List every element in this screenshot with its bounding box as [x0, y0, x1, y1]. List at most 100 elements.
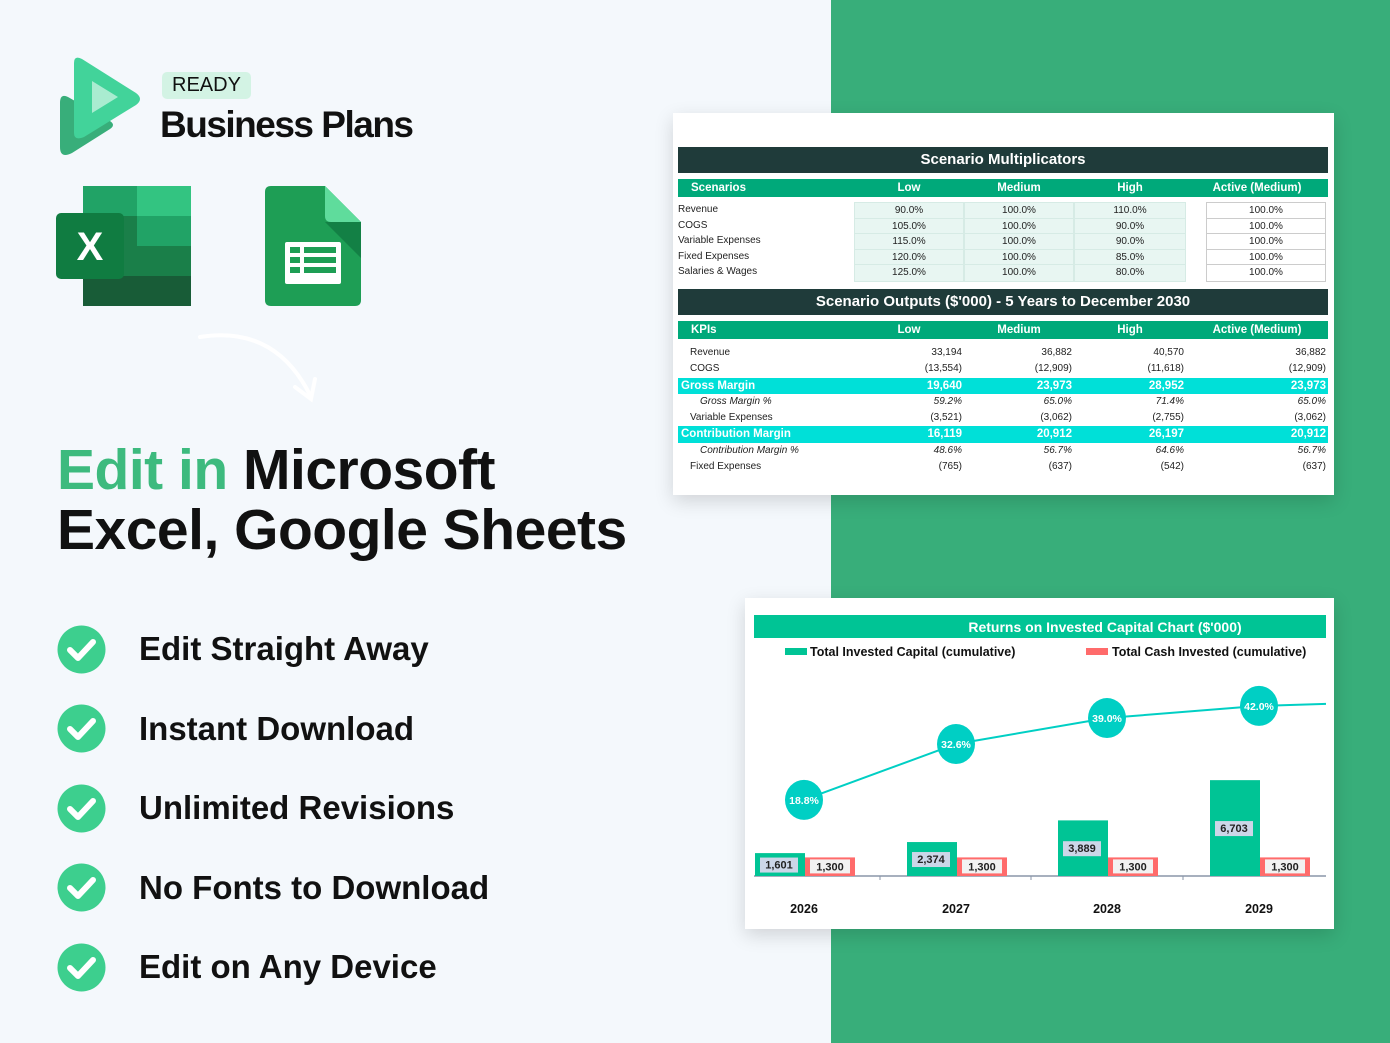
feature-label: Unlimited Revisions [139, 789, 455, 826]
table-cell: 40,570 [1153, 347, 1184, 358]
multiplicators-title: Scenario Multiplicators [678, 147, 1328, 173]
row-label: Contribution Margin % [700, 444, 799, 456]
roic-chart-card: Returns on Invested Capital Chart ($'000… [745, 598, 1334, 929]
label-box [810, 859, 850, 874]
table-cell: 36,882 [1295, 347, 1326, 358]
legend-swatch-invested-capital [785, 648, 807, 655]
row-label: COGS [690, 363, 720, 375]
x-tick-label: 2027 [942, 902, 970, 916]
table-cell: (542) [1160, 461, 1184, 473]
table-cell: (12,909) [1288, 363, 1326, 375]
data-label-invested-capital: 2,374 [917, 854, 945, 866]
table-cell: (2,755) [1152, 412, 1184, 424]
table-cell: 19,640 [926, 379, 962, 392]
label-box [1265, 859, 1305, 874]
table-row: Gross Margin 19,640 23,973 28,952 23,973 [678, 377, 1328, 394]
excel-icon: X [56, 186, 191, 306]
feature-label: Instant Download [139, 709, 414, 747]
table-row: Contribution Margin % 48.6% 56.7% 64.6% 56.7… [678, 443, 1328, 459]
table-cell: 65.0% [1043, 395, 1072, 407]
brand-name: Business Plans [160, 104, 414, 145]
column-header: Active (Medium) [1212, 324, 1302, 336]
table-cell: 64.6% [1155, 444, 1184, 456]
column-header: KPIs [691, 324, 717, 336]
curved-arrow-icon [198, 333, 317, 403]
table-cell: 48.6% [933, 444, 962, 456]
table-row: Revenue 90.0% 100.0% 110.0% 100.0% [678, 202, 1328, 220]
chart-title: Returns on Invested Capital Chart ($'000… [968, 619, 1241, 635]
table-cell[interactable]: 125.0% [854, 264, 964, 282]
roic-point [785, 779, 823, 820]
row-label: Gross Margin % [700, 395, 772, 407]
data-label-cash-invested: 1,300 [968, 861, 996, 873]
check-circle-icon [57, 943, 106, 991]
table-row: Variable Expenses (3,521) (3,062) (2,755) (3… [678, 410, 1328, 426]
table-row: Gross Margin % 59.2% 65.0% 71.4% 65.0% [678, 394, 1328, 410]
ready-business-plans-logo [60, 57, 140, 155]
table-row: Fixed Expenses (765) (637) (542) (637) [678, 459, 1328, 475]
check-circle-icon [57, 863, 106, 912]
label-box [1113, 859, 1153, 874]
data-label-cash-invested: 1,300 [1271, 861, 1299, 873]
feature-item: Unlimited Revisions [57, 784, 489, 832]
scenario-table-card: Scenario Multiplicators Scenarios Low Medi… [673, 113, 1334, 495]
legend-swatch-cash-invested [1086, 648, 1108, 655]
column-header: High [1117, 324, 1143, 336]
data-label-cash-invested: 1,300 [1119, 861, 1147, 873]
table-cell[interactable]: 80.0% [1074, 264, 1186, 282]
table-cell: (3,062) [1040, 412, 1072, 424]
outputs-header: KPIs Low Medium High Active (Medium) [678, 321, 1328, 339]
label-box [1063, 841, 1101, 857]
column-header: Medium [997, 324, 1041, 336]
table-cell: 56.7% [1297, 444, 1326, 456]
table-cell: (12,909) [1034, 363, 1072, 375]
table-cell: 23,973 [1290, 379, 1326, 392]
row-label: Salaries & Wages [678, 266, 758, 278]
row-label: Variable Expenses [690, 412, 773, 424]
table-cell: 56.7% [1043, 444, 1072, 456]
x-tick-label: 2029 [1245, 902, 1273, 916]
table-row: Revenue 33,194 36,882 40,570 36,882 [678, 345, 1328, 361]
table-row: Salaries & Wages 125.0% 100.0% 80.0% 100.0% [678, 264, 1328, 282]
outputs-title: Scenario Outputs ($'000) - 5 Years to De… [678, 289, 1328, 315]
roic-point [1240, 685, 1278, 726]
svg-text:X: X [77, 225, 104, 269]
column-header: Scenarios [691, 182, 746, 194]
feature-list: Edit Straight Away Instant Download Unlimi… [57, 625, 489, 1023]
row-label: Fixed Expenses [678, 250, 750, 262]
roic-chart: Returns on Invested Capital Chart ($'000… [754, 615, 1327, 916]
feature-item: Instant Download [57, 704, 489, 753]
x-tick-label: 2028 [1093, 902, 1121, 916]
row-label: Contribution Margin [681, 428, 791, 441]
data-label-roic: 39.0% [1092, 713, 1122, 725]
brand-badge: READY [162, 72, 251, 99]
multiplicators-table: Revenue 90.0% 100.0% 110.0% 100.0% COGS 105.0%… [678, 202, 1328, 282]
table-cell: 16,119 [927, 428, 962, 441]
table-row: COGS (13,554) (12,909) (11,618) (12,909) [678, 361, 1328, 377]
table-cell[interactable]: 100.0% [964, 264, 1074, 282]
table-cell[interactable]: 100.0% [1206, 264, 1326, 282]
table-cell: 59.2% [933, 395, 962, 407]
table-cell: 28,952 [1148, 379, 1184, 392]
row-label: Revenue [690, 347, 731, 358]
legend-invested-capital: Total Invested Capital (cumulative) [810, 645, 1015, 659]
table-cell: 20,912 [1290, 428, 1326, 441]
headline-line2: Excel, Google Sheets [57, 498, 627, 562]
column-header: Active (Medium) [1212, 182, 1302, 194]
table-cell: 26,197 [1148, 428, 1184, 441]
feature-item: No Fonts to Download [57, 863, 489, 912]
multiplicators-header: Scenarios Low Medium High Active (Medium) [678, 179, 1328, 197]
table-cell: (13,554) [924, 363, 962, 375]
feature-item: Edit on Any Device [57, 943, 489, 991]
table-cell: (3,062) [1294, 412, 1326, 424]
label-box [962, 859, 1002, 874]
check-circle-icon [57, 704, 106, 753]
row-label: COGS [678, 219, 708, 231]
roic-point [1088, 698, 1126, 739]
data-label-roic: 18.8% [789, 795, 819, 807]
headline-line1: Microsoft [243, 438, 496, 502]
google-sheets-icon [265, 186, 361, 306]
table-cell: 65.0% [1297, 395, 1326, 407]
table-cell: 36,882 [1041, 347, 1072, 358]
data-label-cash-invested: 1,300 [816, 861, 844, 873]
